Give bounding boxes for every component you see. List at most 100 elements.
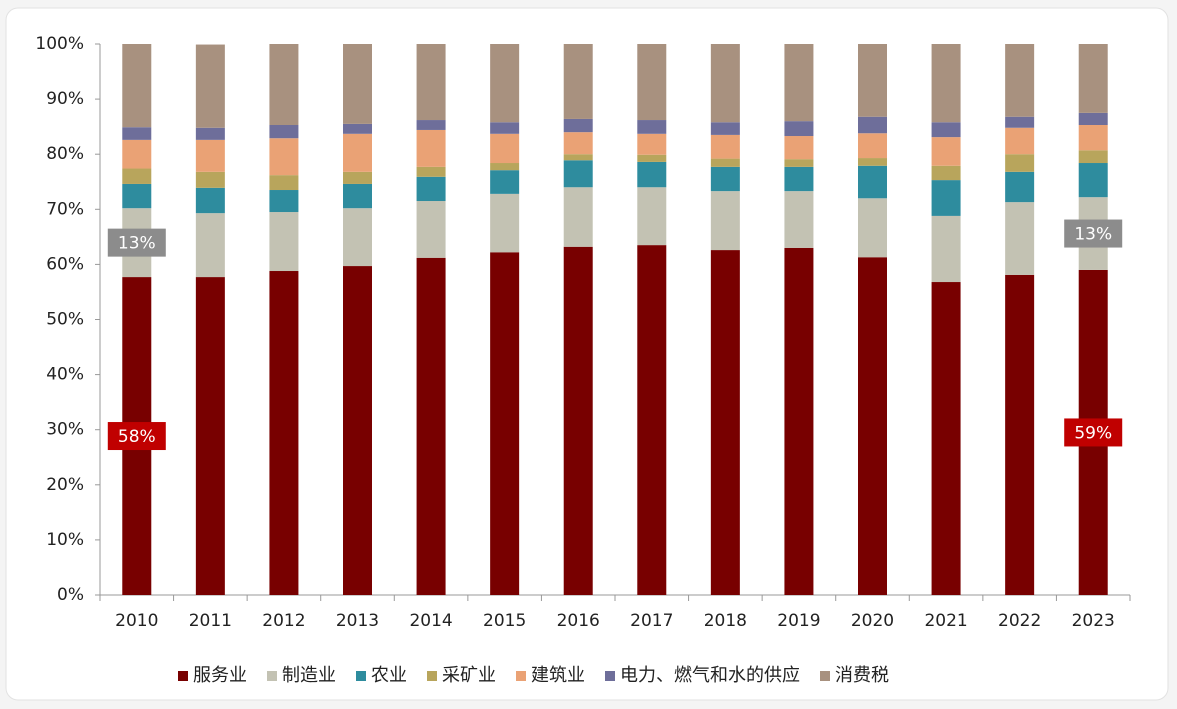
legend-label: 电力、燃气和水的供应 [620, 665, 800, 686]
bar-segment [637, 187, 667, 246]
bar-segment [637, 245, 667, 596]
bar-segment [563, 44, 593, 119]
bar-segment [931, 215, 961, 283]
x-tick-label: 2019 [777, 611, 820, 631]
bar-segment [122, 127, 152, 140]
value-label: 13% [118, 234, 156, 254]
bar-segment [122, 44, 152, 128]
bar-segment [122, 168, 152, 184]
bar-segment [1078, 44, 1108, 113]
bar-segment [195, 277, 225, 595]
x-tick-label: 2014 [409, 611, 452, 631]
bar-segment [710, 191, 740, 251]
bar-segment [490, 163, 520, 171]
bar-segment [343, 44, 372, 124]
bar-segment [637, 161, 667, 188]
bar-segment [563, 246, 593, 595]
legend-swatch [427, 671, 437, 681]
bar-segment [416, 120, 446, 130]
bar-segment [858, 165, 887, 199]
bar-segment [784, 121, 814, 137]
value-label: 59% [1074, 423, 1112, 443]
bar-segment [931, 180, 961, 216]
bar-segment [195, 139, 225, 172]
bar-segment [1005, 274, 1035, 595]
x-tick-label: 2018 [704, 611, 747, 631]
value-label: 58% [118, 427, 156, 447]
x-tick-label: 2016 [557, 611, 600, 631]
y-tick-label: 100% [35, 34, 84, 54]
bar-segment [931, 165, 961, 181]
bar-segment [1005, 116, 1035, 128]
legend-label: 服务业 [193, 665, 247, 686]
bar-segment [195, 171, 225, 188]
bar-segment [858, 158, 887, 166]
value-label-bg [107, 228, 166, 257]
y-tick-label: 30% [46, 420, 84, 440]
bar-segment [858, 116, 887, 134]
bar-segment [490, 252, 520, 595]
y-tick-label: 60% [46, 254, 84, 274]
bar-segment [931, 282, 961, 595]
x-tick-label: 2022 [998, 611, 1041, 631]
bar-segment [784, 166, 814, 192]
x-tick-label: 2017 [630, 611, 673, 631]
bar-segment [931, 122, 961, 138]
bar-segment [195, 187, 225, 214]
value-label-bg [1064, 219, 1123, 248]
bar-segment [563, 187, 593, 247]
bar-segment [343, 123, 372, 134]
bar-segment [784, 159, 814, 167]
bar-segment [490, 193, 520, 253]
x-tick-label: 2020 [851, 611, 894, 631]
bar-segment [269, 190, 299, 213]
legend-swatch [356, 671, 366, 681]
bar-segment [122, 139, 152, 169]
bar-segment [710, 158, 740, 167]
bar-segment [343, 208, 372, 267]
y-tick-label: 50% [46, 310, 84, 330]
value-label-bg [1064, 418, 1123, 447]
bar-segment [269, 175, 299, 191]
bar-segment [563, 132, 593, 155]
bar-segment [195, 44, 225, 128]
bar-segment [416, 257, 446, 595]
bar-segment [490, 44, 520, 123]
y-tick-label: 80% [46, 144, 84, 164]
bar-segment [710, 44, 740, 123]
x-tick-label: 2010 [115, 611, 158, 631]
bar-segment [858, 44, 887, 117]
bar-segment [1078, 150, 1108, 164]
bar-segment [637, 44, 667, 121]
bar-segment [343, 171, 372, 184]
x-tick-label: 2011 [189, 611, 232, 631]
bar-segment [858, 198, 887, 258]
bar-segment [563, 154, 593, 161]
bar-segment [195, 213, 225, 278]
bar-segment [563, 118, 593, 133]
x-tick-label: 2015 [483, 611, 526, 631]
bar-segment [1005, 44, 1035, 117]
bar-segment [1005, 202, 1035, 275]
bar-segment [710, 122, 740, 135]
bar-segment [416, 201, 446, 258]
legend-label: 建筑业 [531, 665, 585, 686]
bar-segment [784, 191, 814, 248]
legend-swatch [820, 671, 830, 681]
bar-segment [269, 138, 299, 176]
legend-swatch [516, 671, 526, 681]
bar-segment [1005, 154, 1035, 172]
x-tick-label: 2021 [924, 611, 967, 631]
bar-segment [563, 160, 593, 188]
value-label-bg [107, 422, 166, 451]
bar-segment [784, 44, 814, 122]
bar-segment [490, 122, 520, 134]
y-tick-label: 20% [46, 475, 84, 495]
bar-segment [490, 170, 520, 194]
legend-label: 消费税 [835, 665, 889, 686]
bar-segment [1078, 112, 1108, 125]
bar-segment [269, 271, 299, 595]
bar-segment [1078, 163, 1108, 198]
bar-segment [710, 250, 740, 595]
bar-segment [931, 44, 961, 123]
